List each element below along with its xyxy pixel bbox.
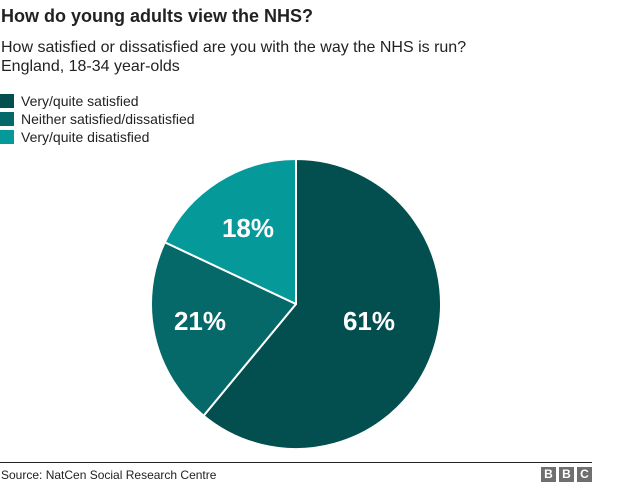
pie-label-dissatisfied: 18% xyxy=(222,213,274,243)
subtitle-population: England, 18-34 year-olds xyxy=(1,58,180,75)
pie-slice-dissatisfied xyxy=(163,158,297,305)
chart-subtitle: How satisfied or dissatisfied are you wi… xyxy=(1,38,466,76)
logo-letter: B xyxy=(541,467,556,482)
chart-title: How do young adults view the NHS? xyxy=(1,6,314,26)
source-note: Source: NatCen Social Research Centre xyxy=(1,468,217,482)
legend-label: Very/quite disatisfied xyxy=(21,129,150,145)
legend-swatch xyxy=(0,130,14,144)
bbc-logo: B B C xyxy=(541,467,592,482)
logo-letter: C xyxy=(577,467,592,482)
pie-slices xyxy=(150,158,442,450)
legend-item-dissatisfied: Very/quite disatisfied xyxy=(0,128,195,146)
pie-slice-satisfied xyxy=(202,158,442,450)
footer-divider xyxy=(0,462,592,463)
pie-label-satisfied: 61% xyxy=(343,306,395,336)
pie-slice-neither xyxy=(150,241,297,417)
logo-letter: B xyxy=(559,467,574,482)
legend-swatch xyxy=(0,112,14,126)
legend-item-neither: Neither satisfied/dissatisfied xyxy=(0,110,195,128)
pie-label-neither: 21% xyxy=(174,306,226,336)
legend-swatch xyxy=(0,94,14,108)
legend: Very/quite satisfied Neither satisfied/d… xyxy=(0,92,195,146)
legend-label: Neither satisfied/dissatisfied xyxy=(21,111,195,127)
legend-label: Very/quite satisfied xyxy=(21,93,139,109)
subtitle-question: How satisfied or dissatisfied are you wi… xyxy=(1,39,467,56)
legend-item-satisfied: Very/quite satisfied xyxy=(0,92,195,110)
